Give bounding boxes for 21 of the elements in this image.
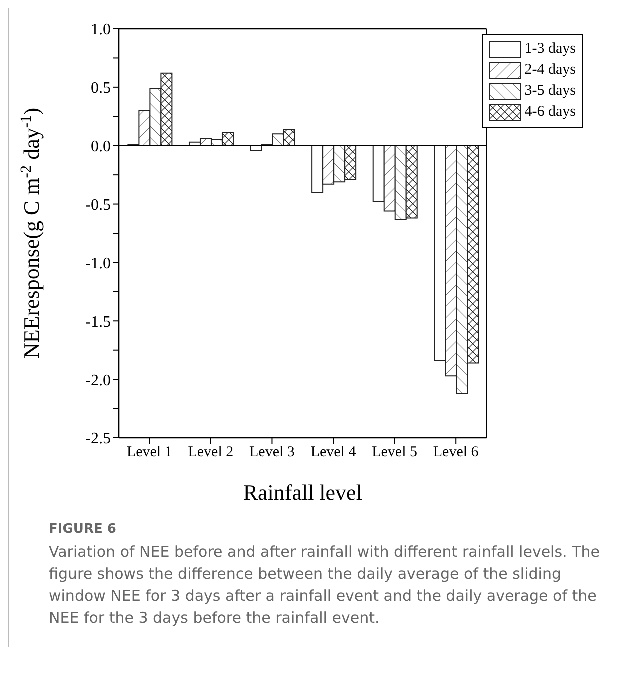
text: Variation of NEE before and after rainfall with different rainfall levels. The figure shows the difference between the daily average of the sliding window NEE for 3 days after a rainfall event and the daily average of the NEE for the 3 days before the rainfall event. [49,542,601,629]
y-tick-label: 1.0 [91,22,111,39]
x-tick-label: Level 5 [372,444,418,461]
y-tick-label: -2.5 [86,430,111,448]
legend-label: 4-6 days [524,103,576,122]
y-tick-label: -1.0 [86,255,111,272]
x-tick-label: Level 3 [250,444,295,461]
y-tick-label: -2.0 [86,372,111,390]
legend-label: 1-3 days [524,40,576,59]
x-tick-label: Level 1 [126,444,172,461]
legend-label: 2-4 days [524,61,576,80]
y-tick-label: -1.5 [86,314,111,331]
y-tick-label: -0.5 [86,196,111,214]
y-tick-label: 0.5 [91,80,111,98]
x-tick-label: Level 2 [188,444,234,461]
y-tick-label: 0.0 [91,138,111,156]
caption: FIGURE 6 [49,522,118,537]
x-axis-title: Rainfall level [243,480,362,505]
x-tick-label: Level 4 [310,444,357,461]
x-tick-label: Level 6 [433,444,480,461]
legend-label: 3-5 days [524,82,576,101]
